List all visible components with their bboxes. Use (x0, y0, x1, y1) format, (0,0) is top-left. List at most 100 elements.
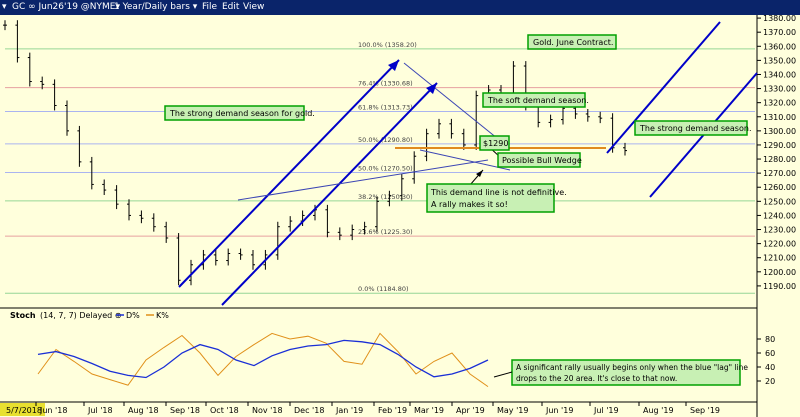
price-bar (437, 118, 441, 139)
window-title-bar: ▾ GC ∞ Jun26'19 @NYME▾ 1 Year/Daily bars… (0, 0, 800, 15)
start-date-highlight (0, 403, 45, 416)
price-tick-label: 1210.00 (763, 254, 796, 263)
price-bar (151, 213, 156, 232)
price-tick-label: 1250.00 (763, 197, 796, 206)
price-tick-label: 1270.00 (763, 169, 796, 178)
svg-text:drops to the 20 area. It's cl: drops to the 20 area. It's close to that… (516, 374, 677, 383)
wedge-upper-line (403, 62, 509, 148)
price-tick-label: 1380.00 (763, 15, 796, 23)
price-bar (238, 248, 243, 260)
date-tick-label: Jul '19 (593, 406, 619, 415)
annotation-gold-june: Gold. June Contract. (527, 34, 617, 50)
stoch-tick-label: 80 (765, 335, 775, 344)
date-tick-label: Jun '19 (545, 406, 573, 415)
legend-d-label: D% (126, 311, 140, 320)
price-bar (114, 185, 119, 210)
price-bar (461, 128, 466, 150)
svg-text:The strong demand season for g: The strong demand season for gold. (169, 109, 315, 118)
price-bar (350, 224, 355, 241)
wedge-lower-line (419, 149, 511, 171)
svg-text:This demand line is not defini: This demand line is not definitive. (430, 188, 567, 197)
price-tick-label: 1200.00 (763, 268, 796, 277)
price-bar (52, 79, 57, 111)
stoch-tick-label: 40 (765, 363, 775, 372)
demand-pointer-arrow-icon (476, 170, 483, 177)
fib-label: 76.4% (1330.68) (358, 80, 413, 88)
price-bar (139, 210, 144, 224)
price-bar (548, 114, 553, 128)
fibonacci-lines: 100.0% (1358.20) 76.4% (1330.68) 61.8% (13… (5, 41, 755, 294)
menu-edit[interactable]: Edit (222, 2, 240, 12)
price-bar (325, 204, 330, 238)
date-tick-label: Nov '18 (252, 406, 283, 415)
annotation-bull-wedge: Possible Bull Wedge (497, 152, 582, 168)
price-bar (585, 109, 590, 122)
wedge-demand-line (237, 159, 489, 201)
date-tick-label: Jan '19 (335, 406, 363, 415)
svg-text:Gold. June Contract.: Gold. June Contract. (533, 38, 613, 47)
stoch-tick-label: 60 (765, 349, 775, 358)
date-tick-label: Mar '19 (414, 406, 444, 415)
price-tick-label: 1330.00 (763, 85, 796, 94)
price-tick-label: 1290.00 (763, 141, 796, 150)
price-tick-label: 1300.00 (763, 127, 796, 136)
price-bar (102, 179, 107, 195)
y-axis-panel (758, 15, 800, 417)
date-tick-label: Sep '18 (170, 406, 200, 415)
menu-view[interactable]: View (243, 2, 265, 12)
price-axis-ticks: 1190.00 1200.00 1210.00 1220.00 1230.00 1240.… (757, 15, 796, 291)
channel-upper-line (178, 59, 400, 288)
svg-text:A significant rally usually be: A significant rally usually begins only … (516, 363, 748, 372)
price-tick-label: 1190.00 (763, 282, 796, 291)
stoch-axis-ticks: 20 40 60 80 (757, 335, 775, 386)
fib-label: 0.0% (1184.80) (358, 285, 409, 293)
svg-text:A rally makes it so!: A rally makes it so! (431, 200, 508, 209)
date-tick-label: Dec '18 (294, 406, 324, 415)
svg-text:The soft demand season.: The soft demand season. (487, 96, 589, 105)
price-tick-label: 1360.00 (763, 42, 796, 51)
date-tick-label: May '19 (497, 406, 528, 415)
fib-label: 23.6% (1225.30) (358, 228, 413, 236)
price-tick-label: 1370.00 (763, 28, 796, 37)
price-bar (15, 20, 20, 63)
date-tick-label: Feb '19 (378, 406, 407, 415)
price-bar (399, 173, 404, 201)
symbol-selector[interactable]: GC ∞ Jun26'19 @NYME▾ (12, 2, 120, 12)
annotation-strong-demand-right: The strong demand season. (634, 120, 751, 136)
dropdown-arrow-icon[interactable]: ▾ (2, 2, 7, 12)
stoch-k-line (37, 332, 489, 388)
price-bar (449, 118, 454, 139)
interval-selector[interactable]: 1 Year/Daily bars ▾ (114, 2, 198, 12)
price-bar (474, 90, 479, 150)
menu-file[interactable]: File (202, 2, 218, 12)
price-tick-label: 1350.00 (763, 56, 796, 65)
channel-lower-line (221, 82, 438, 306)
price-bar (65, 100, 69, 136)
stoch-pointer-line (493, 371, 513, 378)
svg-text:The strong demand season.: The strong demand season. (639, 124, 751, 133)
date-tick-label: Jul '18 (87, 406, 113, 415)
date-tick-label: Aug '18 (128, 406, 159, 415)
price-bar (362, 221, 367, 235)
price-bar (598, 111, 603, 124)
price-tick-label: 1240.00 (763, 211, 796, 220)
price-tick-label: 1260.00 (763, 183, 796, 192)
price-bar (127, 199, 131, 221)
price-bar (337, 227, 342, 241)
price-bar (387, 190, 392, 207)
price-bar (226, 248, 231, 266)
legend-k-label: K% (156, 311, 169, 320)
price-tick-label: 1340.00 (763, 70, 796, 79)
price-bar (275, 221, 280, 260)
price-bar (189, 259, 193, 286)
price-bar (288, 216, 293, 232)
price-bar (164, 221, 169, 243)
price-tick-label: 1220.00 (763, 240, 796, 249)
price-tick-label: 1230.00 (763, 226, 796, 235)
future-channel-upper-line (606, 21, 721, 154)
annotation-strong-demand-left: The strong demand season for gold. (164, 105, 315, 121)
stoch-params: (14, 7, 7) Delayed ⊕ (40, 311, 122, 320)
date-tick-label: Oct '18 (210, 406, 239, 415)
channel-upper-arrow-icon (388, 60, 399, 71)
